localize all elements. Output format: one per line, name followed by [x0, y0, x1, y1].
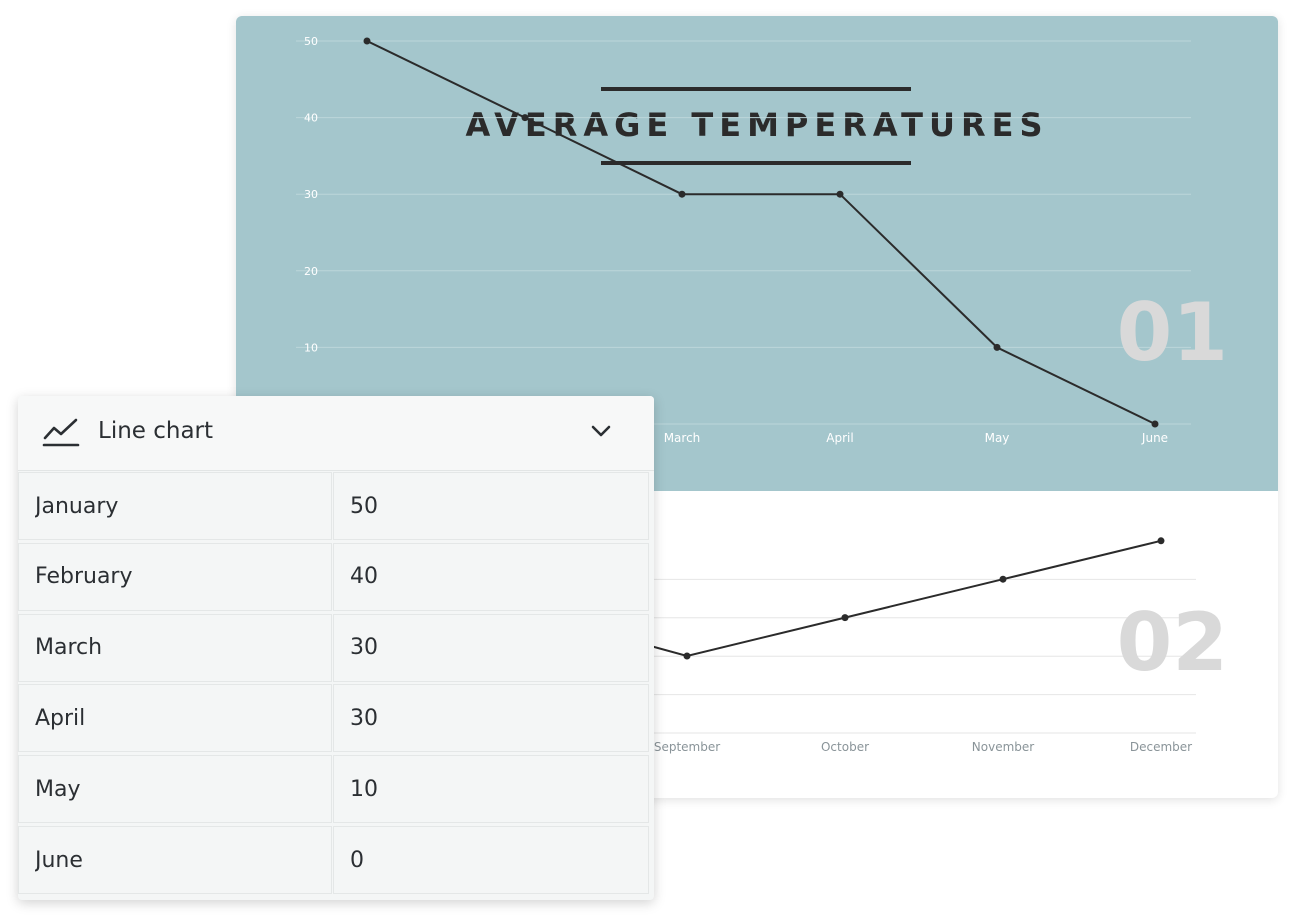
chart-1-badge: 01	[1117, 286, 1228, 379]
value-cell	[333, 613, 649, 682]
value-cell	[333, 826, 649, 894]
month-cell	[18, 684, 332, 753]
month-cell	[18, 755, 332, 824]
chart-1-y-tick-label: 10	[304, 341, 318, 354]
chart-1-y-tick-label: 40	[304, 112, 318, 125]
chart-2-data-point	[841, 614, 849, 622]
chart-data-editor: Line chart	[18, 396, 654, 900]
chart-type-selector[interactable]: Line chart	[18, 396, 654, 471]
chart-1-data-point	[993, 343, 1001, 351]
value-input[interactable]	[334, 473, 648, 539]
chart-1-x-tick-label: April	[826, 431, 853, 445]
chart-2-data-point	[1157, 537, 1165, 545]
value-input[interactable]	[334, 543, 648, 610]
chart-2-data-point	[683, 652, 691, 660]
value-input[interactable]	[334, 685, 648, 752]
month-cell	[18, 542, 332, 611]
chart-2-data-point	[999, 575, 1007, 583]
chevron-down-icon[interactable]	[588, 418, 614, 444]
chart-2-x-tick-label: October	[821, 740, 869, 754]
month-input[interactable]	[19, 756, 331, 823]
value-cell	[333, 755, 649, 824]
chart-1-data-point	[363, 37, 371, 45]
chart-type-label: Line chart	[98, 418, 214, 444]
chart-1-series-line	[366, 40, 1156, 425]
value-input[interactable]	[334, 827, 648, 893]
chart-title-block: AVERAGE TEMPERATURES	[236, 16, 1278, 176]
chart-2-badge: 02	[1117, 596, 1228, 689]
chart-1-data-point	[521, 114, 529, 122]
title-rule-bottom	[601, 161, 911, 165]
chart-1-x-tick-label: May	[985, 431, 1010, 445]
charts-canvas: 1020304050JanuaryFebruaryMarchAprilMayJu…	[296, 35, 1228, 754]
month-input[interactable]	[19, 473, 331, 539]
chart-1-y-tick-label: 50	[304, 35, 318, 48]
value-input[interactable]	[334, 614, 648, 681]
value-cell	[333, 542, 649, 611]
chart-1-y-tick-label: 20	[304, 265, 318, 278]
chart-1-y-tick-label: 30	[304, 188, 318, 201]
month-input[interactable]	[19, 827, 331, 893]
month-input[interactable]	[19, 614, 331, 681]
chart-2-series-line	[635, 539, 1162, 658]
line-chart-icon	[42, 418, 80, 447]
month-input[interactable]	[19, 543, 331, 610]
chart-title: AVERAGE TEMPERATURES	[465, 106, 1049, 144]
month-cell	[18, 826, 332, 894]
chart-1-x-tick-label: March	[664, 431, 701, 445]
month-cell	[18, 472, 332, 540]
value-cell	[333, 684, 649, 753]
title-rule-top	[601, 87, 911, 91]
chart-1-data-point	[836, 190, 844, 198]
month-cell	[18, 613, 332, 682]
chart-2-x-tick-label: December	[1130, 740, 1192, 754]
chart-1-data-point	[1151, 420, 1159, 428]
chart-1-data-point	[678, 190, 686, 198]
chart-2-x-tick-label: September	[654, 740, 720, 754]
value-input[interactable]	[334, 756, 648, 823]
value-cell	[333, 472, 649, 540]
month-input[interactable]	[19, 685, 331, 752]
chart-1-x-tick-label: June	[1141, 431, 1168, 445]
chart-2-x-tick-label: November	[972, 740, 1034, 754]
